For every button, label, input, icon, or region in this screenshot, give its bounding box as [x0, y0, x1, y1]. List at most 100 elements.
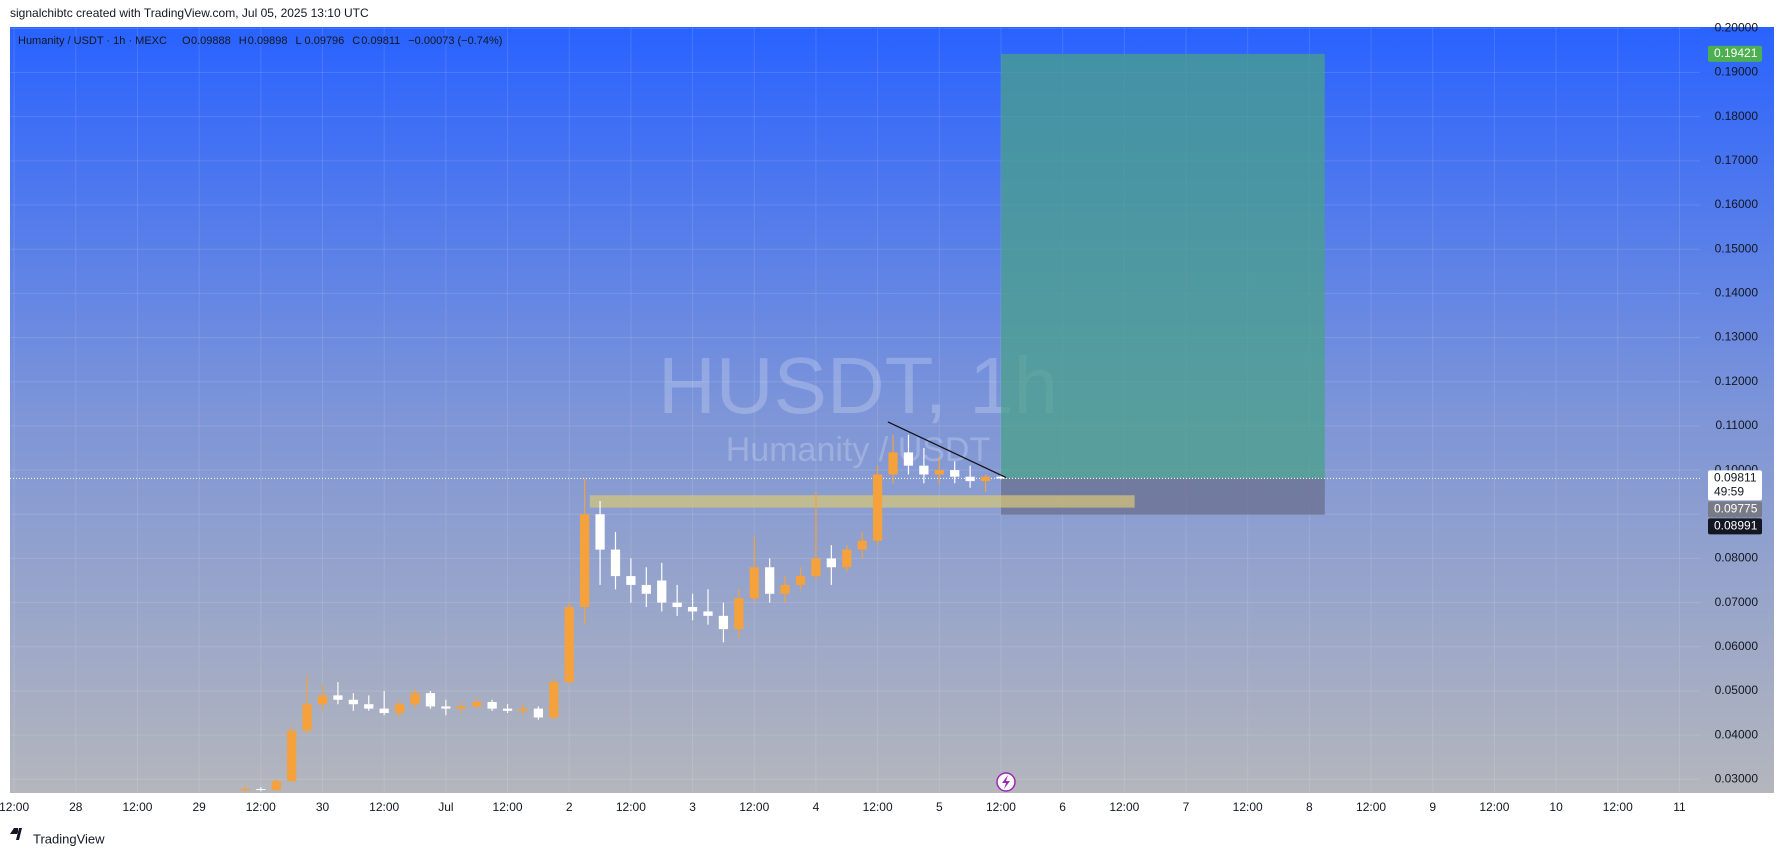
candle-body — [811, 558, 821, 577]
x-tick-label: 12:00 — [986, 800, 1016, 814]
x-tick-label: 12:00 — [369, 800, 399, 814]
x-tick-label: 12:00 — [1603, 800, 1633, 814]
candle-body — [595, 514, 605, 550]
x-tick-label: 12:00 — [493, 800, 523, 814]
x-tick-label: 10 — [1549, 800, 1563, 814]
ohlc-value: 0.09898 — [248, 35, 288, 47]
candle-body — [580, 514, 590, 608]
x-tick-label: 8 — [1306, 800, 1313, 814]
x-tick-label: 30 — [316, 800, 330, 814]
symbol: Humanity / USDT · 1h · MEXC — [18, 35, 167, 47]
change: −0.00073 (−0.74%) — [408, 35, 502, 47]
candle-body — [795, 576, 806, 585]
candle-body — [610, 549, 621, 577]
candle-body — [271, 781, 281, 790]
candle-body — [472, 701, 482, 707]
profit-zone — [1000, 53, 1325, 479]
y-tick-label: 0.06000 — [1715, 639, 1759, 653]
candle-body — [441, 706, 451, 709]
ohlc-key: H — [239, 35, 247, 47]
candle-body — [903, 452, 914, 466]
candle-body — [240, 789, 251, 791]
candle-body — [965, 476, 975, 482]
x-tick-label: 7 — [1183, 800, 1190, 814]
y-tick-label: 0.07000 — [1715, 595, 1759, 609]
candle-body — [980, 476, 991, 482]
ohlc-key: O — [182, 35, 191, 47]
candle-body — [888, 452, 898, 475]
candle-body — [487, 701, 497, 709]
lightning — [1002, 775, 1010, 789]
candle-body — [919, 465, 929, 475]
x-tick-label: 3 — [689, 800, 696, 814]
y-tick-label: 0.08000 — [1715, 551, 1759, 565]
y-tick-label: 0.13000 — [1715, 330, 1759, 344]
y-tick-label: 0.04000 — [1715, 727, 1759, 741]
footer: TradingView — [33, 831, 105, 846]
candle-body — [348, 699, 358, 705]
candle-body — [379, 708, 389, 714]
candle-body — [672, 602, 682, 608]
target-label-box — [1708, 45, 1762, 62]
candle-body — [996, 476, 1006, 479]
candle-body — [780, 584, 790, 594]
x-tick-label: 28 — [69, 800, 83, 814]
y-tick-label: 0.18000 — [1715, 109, 1759, 123]
candle-body — [425, 693, 436, 707]
y-tick-label: 0.03000 — [1715, 771, 1759, 785]
ohlc-key: C — [352, 35, 360, 47]
candle-body — [857, 540, 867, 550]
x-tick-label: 12:00 — [739, 800, 769, 814]
ohlc-key: L — [296, 35, 302, 47]
candle-body — [718, 615, 729, 630]
chart-background — [10, 27, 1774, 793]
ohlc-value: 0.09888 — [191, 35, 231, 47]
candle-body — [533, 708, 544, 718]
candle-body — [364, 704, 374, 709]
x-tick-label: 4 — [813, 800, 820, 814]
support-zone — [589, 495, 1135, 508]
candle-body — [703, 611, 713, 616]
candle-body — [734, 598, 744, 630]
x-tick-label: 12:00 — [1233, 800, 1263, 814]
x-tick-label: 12:00 — [122, 800, 152, 814]
candle-body — [626, 576, 636, 585]
x-tick-label: 6 — [1059, 800, 1066, 814]
candle-body — [687, 607, 698, 612]
x-tick-label: 2 — [566, 800, 573, 814]
x-tick-label: 12:00 — [1479, 800, 1509, 814]
candle-body — [564, 607, 574, 683]
candle-body — [287, 730, 297, 782]
y-tick-label: 0.15000 — [1715, 241, 1759, 255]
x-tick-label: 12:00 — [1109, 800, 1139, 814]
candle-body — [333, 695, 343, 700]
countdown: 49:59 — [1714, 485, 1744, 499]
y-tick-label: 0.20000 — [1715, 20, 1759, 34]
candle-body — [872, 474, 883, 541]
x-tick-label: Jul — [438, 800, 453, 814]
x-tick-label: 5 — [936, 800, 943, 814]
candle-body — [302, 704, 312, 731]
level-label-box — [1708, 501, 1762, 518]
candle-body — [518, 708, 528, 711]
x-tick-label: 12:00 — [616, 800, 646, 814]
target-label: 0.19421 — [1714, 46, 1758, 60]
price-label: 0.09811 — [1714, 471, 1757, 485]
candle-body — [842, 549, 852, 568]
candle-body — [950, 470, 960, 477]
candle-body — [657, 580, 667, 603]
candle-body — [394, 704, 405, 714]
ohlc-value: 0.09811 — [361, 35, 400, 47]
trendline — [887, 421, 1007, 479]
x-tick-label: 12:00 — [1356, 800, 1386, 814]
attribution: signalchibtc created with TradingView.co… — [10, 6, 369, 20]
y-tick-label: 0.19000 — [1715, 65, 1759, 79]
y-tick-label: 0.05000 — [1715, 683, 1759, 697]
candle-body — [549, 682, 559, 718]
x-tick-label: 29 — [192, 800, 206, 814]
candle-body — [826, 558, 836, 568]
ohlc-legend: O 0.09888 H 0.09898 L 0.09796 C 0.09811 −0.00073… — [182, 35, 502, 47]
candle-body — [317, 695, 328, 705]
y-tick-label: 0.16000 — [1715, 197, 1759, 211]
